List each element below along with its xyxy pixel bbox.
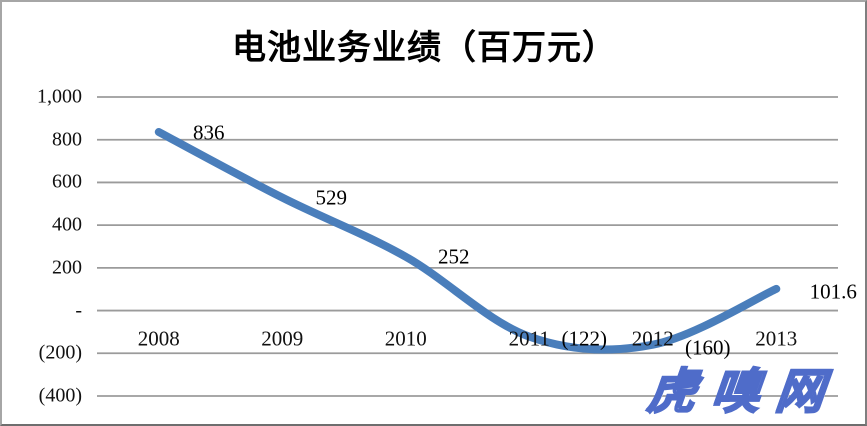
x-tick-label: 2008 (137, 326, 180, 351)
y-tick-label: (400) (38, 384, 82, 407)
series-line (154, 128, 781, 354)
y-tick-label: - (75, 299, 82, 322)
huxiu-watermark: 虎嗅网 (644, 365, 844, 420)
data-label: (122) (561, 326, 608, 351)
x-tick-label: 2013 (755, 326, 798, 351)
data-label: 252 (438, 244, 470, 269)
y-tick-label: (200) (38, 341, 82, 364)
x-tick-label: 2010 (384, 326, 427, 351)
y-tick-label: 200 (52, 256, 82, 279)
chart-title: 电池业务业绩（百万元） (232, 30, 617, 67)
x-tick-label: 2011 (508, 326, 550, 351)
data-label: 101.6 (809, 279, 857, 304)
y-tick-label: 800 (52, 128, 82, 151)
y-tick-label: 1,000 (37, 85, 82, 108)
y-tick-label: 600 (52, 170, 82, 193)
data-label: (160) (685, 335, 731, 360)
data-label: 836 (193, 120, 225, 145)
data-label: 529 (315, 185, 348, 210)
x-tick-label: 2012 (631, 326, 674, 351)
y-tick-label: 400 (52, 213, 82, 236)
x-tick-label: 2009 (261, 326, 304, 351)
